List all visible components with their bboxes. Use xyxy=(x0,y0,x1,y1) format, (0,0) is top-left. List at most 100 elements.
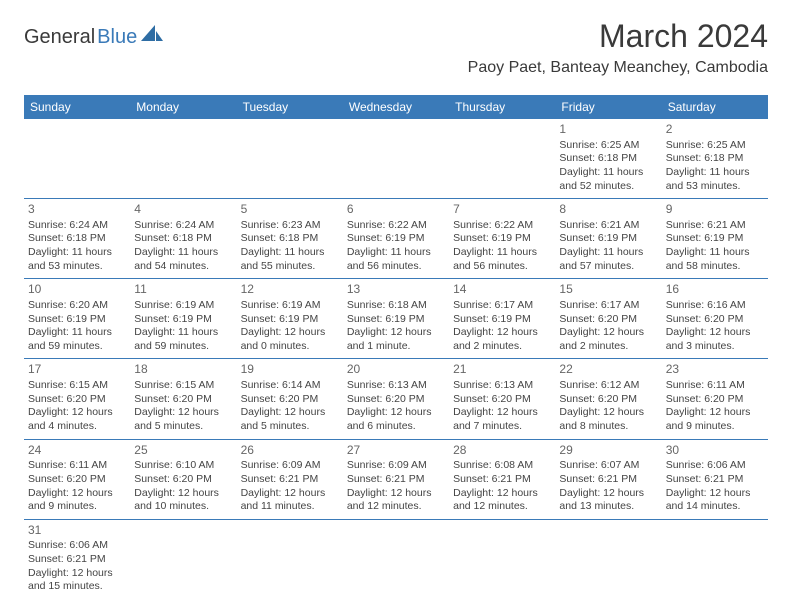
day-cell: 18Sunrise: 6:15 AMSunset: 6:20 PMDayligh… xyxy=(130,359,236,439)
sunset-text: Sunset: 6:20 PM xyxy=(666,393,764,407)
day-cell: 20Sunrise: 6:13 AMSunset: 6:20 PMDayligh… xyxy=(343,359,449,439)
daylight-text: Daylight: 11 hours and 53 minutes. xyxy=(28,246,126,273)
daylight-text: Daylight: 12 hours and 14 minutes. xyxy=(666,487,764,514)
sunset-text: Sunset: 6:20 PM xyxy=(241,393,339,407)
day-header: Saturday xyxy=(662,95,768,119)
day-cell: 13Sunrise: 6:18 AMSunset: 6:19 PMDayligh… xyxy=(343,279,449,359)
day-number: 25 xyxy=(134,443,232,459)
day-number: 8 xyxy=(559,202,657,218)
day-header: Friday xyxy=(555,95,661,119)
daylight-text: Daylight: 12 hours and 9 minutes. xyxy=(28,487,126,514)
sunrise-text: Sunrise: 6:22 AM xyxy=(347,219,445,233)
daylight-text: Daylight: 12 hours and 2 minutes. xyxy=(453,326,551,353)
day-header: Tuesday xyxy=(237,95,343,119)
day-cell: 27Sunrise: 6:09 AMSunset: 6:21 PMDayligh… xyxy=(343,439,449,519)
sunrise-text: Sunrise: 6:23 AM xyxy=(241,219,339,233)
day-cell: 10Sunrise: 6:20 AMSunset: 6:19 PMDayligh… xyxy=(24,279,130,359)
day-header-row: SundayMondayTuesdayWednesdayThursdayFrid… xyxy=(24,95,768,119)
day-header: Sunday xyxy=(24,95,130,119)
daylight-text: Daylight: 11 hours and 58 minutes. xyxy=(666,246,764,273)
day-cell: 9Sunrise: 6:21 AMSunset: 6:19 PMDaylight… xyxy=(662,199,768,279)
sunset-text: Sunset: 6:18 PM xyxy=(666,152,764,166)
sunrise-text: Sunrise: 6:22 AM xyxy=(453,219,551,233)
day-cell: 22Sunrise: 6:12 AMSunset: 6:20 PMDayligh… xyxy=(555,359,661,439)
sunset-text: Sunset: 6:18 PM xyxy=(559,152,657,166)
empty-cell xyxy=(449,519,555,599)
sunrise-text: Sunrise: 6:09 AM xyxy=(241,459,339,473)
daylight-text: Daylight: 11 hours and 54 minutes. xyxy=(134,246,232,273)
sunrise-text: Sunrise: 6:11 AM xyxy=(28,459,126,473)
logo-text-general: General xyxy=(24,26,95,49)
daylight-text: Daylight: 12 hours and 2 minutes. xyxy=(559,326,657,353)
sunrise-text: Sunrise: 6:25 AM xyxy=(666,139,764,153)
day-cell: 8Sunrise: 6:21 AMSunset: 6:19 PMDaylight… xyxy=(555,199,661,279)
sunrise-text: Sunrise: 6:21 AM xyxy=(666,219,764,233)
day-number: 3 xyxy=(28,202,126,218)
day-cell: 1Sunrise: 6:25 AMSunset: 6:18 PMDaylight… xyxy=(555,119,661,199)
sunset-text: Sunset: 6:18 PM xyxy=(241,232,339,246)
empty-cell xyxy=(449,119,555,199)
day-cell: 26Sunrise: 6:09 AMSunset: 6:21 PMDayligh… xyxy=(237,439,343,519)
sunset-text: Sunset: 6:19 PM xyxy=(134,313,232,327)
day-number: 26 xyxy=(241,443,339,459)
sunrise-text: Sunrise: 6:08 AM xyxy=(453,459,551,473)
empty-cell xyxy=(343,119,449,199)
daylight-text: Daylight: 12 hours and 8 minutes. xyxy=(559,406,657,433)
sunrise-text: Sunrise: 6:07 AM xyxy=(559,459,657,473)
sunrise-text: Sunrise: 6:13 AM xyxy=(453,379,551,393)
sunrise-text: Sunrise: 6:20 AM xyxy=(28,299,126,313)
sunset-text: Sunset: 6:21 PM xyxy=(28,553,126,567)
day-number: 2 xyxy=(666,122,764,138)
daylight-text: Daylight: 12 hours and 0 minutes. xyxy=(241,326,339,353)
day-cell: 28Sunrise: 6:08 AMSunset: 6:21 PMDayligh… xyxy=(449,439,555,519)
empty-cell xyxy=(662,519,768,599)
day-number: 11 xyxy=(134,282,232,298)
daylight-text: Daylight: 12 hours and 15 minutes. xyxy=(28,567,126,594)
daylight-text: Daylight: 12 hours and 7 minutes. xyxy=(453,406,551,433)
empty-cell xyxy=(237,519,343,599)
calendar-row: 10Sunrise: 6:20 AMSunset: 6:19 PMDayligh… xyxy=(24,279,768,359)
day-cell: 16Sunrise: 6:16 AMSunset: 6:20 PMDayligh… xyxy=(662,279,768,359)
day-number: 5 xyxy=(241,202,339,218)
day-cell: 24Sunrise: 6:11 AMSunset: 6:20 PMDayligh… xyxy=(24,439,130,519)
sunrise-text: Sunrise: 6:17 AM xyxy=(453,299,551,313)
day-header: Thursday xyxy=(449,95,555,119)
day-header: Monday xyxy=(130,95,236,119)
sunrise-text: Sunrise: 6:10 AM xyxy=(134,459,232,473)
sunset-text: Sunset: 6:20 PM xyxy=(134,393,232,407)
sunrise-text: Sunrise: 6:17 AM xyxy=(559,299,657,313)
day-number: 27 xyxy=(347,443,445,459)
sunrise-text: Sunrise: 6:24 AM xyxy=(28,219,126,233)
sunset-text: Sunset: 6:20 PM xyxy=(453,393,551,407)
sunset-text: Sunset: 6:19 PM xyxy=(347,232,445,246)
sunset-text: Sunset: 6:20 PM xyxy=(559,313,657,327)
sunrise-text: Sunrise: 6:15 AM xyxy=(28,379,126,393)
day-number: 14 xyxy=(453,282,551,298)
day-cell: 31Sunrise: 6:06 AMSunset: 6:21 PMDayligh… xyxy=(24,519,130,599)
day-cell: 3Sunrise: 6:24 AMSunset: 6:18 PMDaylight… xyxy=(24,199,130,279)
sunrise-text: Sunrise: 6:15 AM xyxy=(134,379,232,393)
daylight-text: Daylight: 12 hours and 5 minutes. xyxy=(134,406,232,433)
day-number: 12 xyxy=(241,282,339,298)
sunrise-text: Sunrise: 6:21 AM xyxy=(559,219,657,233)
sunrise-text: Sunrise: 6:19 AM xyxy=(134,299,232,313)
daylight-text: Daylight: 12 hours and 13 minutes. xyxy=(559,487,657,514)
logo-text-blue: Blue xyxy=(97,26,137,49)
daylight-text: Daylight: 11 hours and 53 minutes. xyxy=(666,166,764,193)
sunset-text: Sunset: 6:21 PM xyxy=(559,473,657,487)
daylight-text: Daylight: 12 hours and 1 minute. xyxy=(347,326,445,353)
day-header: Wednesday xyxy=(343,95,449,119)
sunset-text: Sunset: 6:21 PM xyxy=(347,473,445,487)
day-cell: 5Sunrise: 6:23 AMSunset: 6:18 PMDaylight… xyxy=(237,199,343,279)
calendar-table: SundayMondayTuesdayWednesdayThursdayFrid… xyxy=(24,95,768,599)
day-number: 18 xyxy=(134,362,232,378)
daylight-text: Daylight: 11 hours and 59 minutes. xyxy=(134,326,232,353)
day-cell: 21Sunrise: 6:13 AMSunset: 6:20 PMDayligh… xyxy=(449,359,555,439)
day-cell: 15Sunrise: 6:17 AMSunset: 6:20 PMDayligh… xyxy=(555,279,661,359)
sunset-text: Sunset: 6:19 PM xyxy=(666,232,764,246)
sunrise-text: Sunrise: 6:06 AM xyxy=(28,539,126,553)
sail-icon xyxy=(141,24,163,47)
day-cell: 11Sunrise: 6:19 AMSunset: 6:19 PMDayligh… xyxy=(130,279,236,359)
sunrise-text: Sunrise: 6:11 AM xyxy=(666,379,764,393)
daylight-text: Daylight: 11 hours and 59 minutes. xyxy=(28,326,126,353)
